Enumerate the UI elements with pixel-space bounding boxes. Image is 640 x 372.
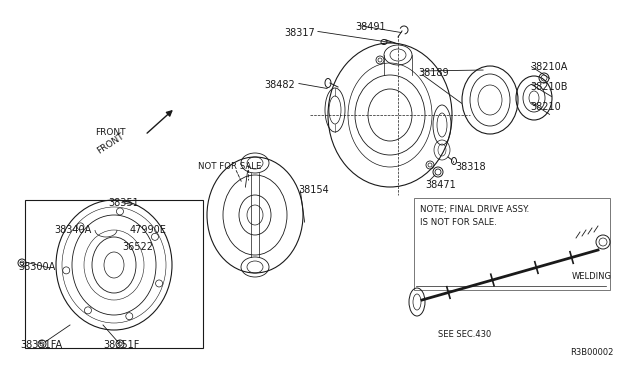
Text: FRONT: FRONT bbox=[95, 132, 125, 156]
Text: 38351: 38351 bbox=[108, 198, 139, 208]
Text: 38154: 38154 bbox=[298, 185, 329, 195]
Text: 38482: 38482 bbox=[264, 80, 295, 90]
Bar bbox=[25, 200, 203, 348]
Text: 36522: 36522 bbox=[122, 242, 153, 252]
Text: 38471: 38471 bbox=[425, 180, 456, 190]
Text: WELDING: WELDING bbox=[572, 272, 612, 281]
Text: R3B00002: R3B00002 bbox=[570, 348, 613, 357]
Text: SEE SEC.430: SEE SEC.430 bbox=[438, 330, 492, 339]
Text: 38340A: 38340A bbox=[54, 225, 92, 235]
Text: 38491: 38491 bbox=[355, 22, 386, 32]
Text: NOTE; FINAL DRIVE ASSY.: NOTE; FINAL DRIVE ASSY. bbox=[420, 205, 529, 214]
Text: FRONT: FRONT bbox=[95, 128, 125, 137]
Text: 38210B: 38210B bbox=[530, 82, 568, 92]
Text: 38210A: 38210A bbox=[530, 62, 568, 72]
Text: IS NOT FOR SALE.: IS NOT FOR SALE. bbox=[420, 218, 497, 227]
Text: 38351F: 38351F bbox=[103, 340, 140, 350]
Text: 38317: 38317 bbox=[284, 28, 315, 38]
Text: 38189: 38189 bbox=[418, 68, 449, 78]
Text: 38351FA: 38351FA bbox=[20, 340, 62, 350]
Text: 47990E: 47990E bbox=[130, 225, 167, 235]
Text: 38210: 38210 bbox=[530, 102, 561, 112]
Text: 38300A: 38300A bbox=[18, 262, 55, 272]
Text: 38318: 38318 bbox=[455, 162, 486, 172]
Text: NOT FOR SALE: NOT FOR SALE bbox=[198, 162, 262, 171]
Bar bbox=[414, 198, 610, 290]
